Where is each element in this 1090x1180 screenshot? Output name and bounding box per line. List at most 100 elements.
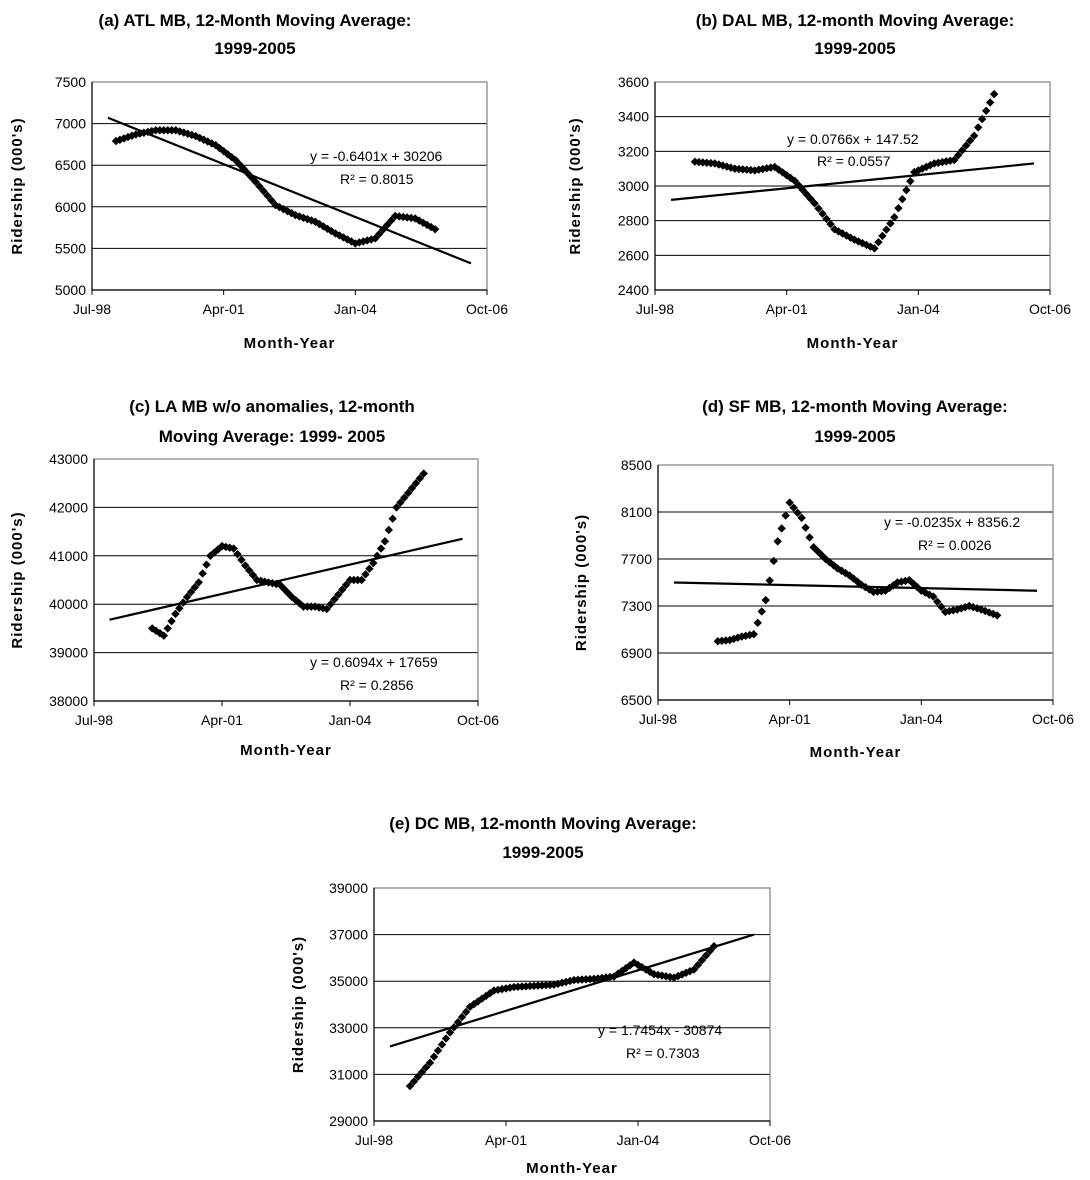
data-point [985,98,995,107]
x-axis-label: Month-Year [244,335,336,352]
data-point [388,514,397,523]
data-point [365,564,374,573]
x-tick-label: Jan-04 [897,301,940,317]
y-tick-label: 7500 [55,74,86,90]
data-point [950,155,959,165]
x-tick-label: Oct-06 [1032,711,1074,727]
y-axis-label: Ridership (000's) [573,514,590,651]
data-point [981,106,991,115]
data-point [334,590,343,599]
chart-panel-0: (a) ATL MB, 12-Month Moving Average: 1999… [9,11,508,352]
chart-title-line: (e) DC MB, 12-month Moving Average: [389,814,697,833]
trendline [673,581,1038,592]
x-tick-label: Oct-06 [466,301,508,317]
data-point [690,157,700,166]
data-point [485,989,495,998]
trend-equation: y = 1.7454x - 30874 [598,1022,722,1038]
data-point [433,1046,443,1055]
data-point [497,984,507,994]
y-tick-label: 37000 [329,927,368,943]
y-tick-label: 3000 [618,178,649,194]
data-point [400,493,409,502]
data-point [237,555,246,565]
data-point [411,479,421,488]
data-point [407,483,417,493]
y-axis-label: Ridership (000's) [9,117,26,254]
data-point [957,604,966,613]
data-point [773,537,782,546]
data-point [765,576,774,585]
data-point [421,1063,431,1072]
data-point [826,219,835,229]
data-point [890,213,899,222]
x-tick-label: Apr-01 [485,1132,527,1148]
x-tick-label: Jul-98 [75,712,113,728]
y-tick-label: 40000 [49,596,88,612]
data-point [976,605,986,614]
data-point [929,592,938,601]
data-point [754,165,763,174]
data-point [849,574,858,583]
y-tick-label: 5500 [55,240,86,256]
x-tick-label: Jan-04 [900,711,943,727]
data-point [182,592,192,602]
data-point [225,543,234,552]
data-point [263,191,272,201]
data-point [722,162,732,171]
chart-title-line: (c) LA MB w/o anomalies, 12-month [129,397,415,416]
x-tick-label: Jul-98 [355,1132,393,1148]
trendline [670,162,1035,201]
data-point [930,159,939,168]
data-point [489,986,499,995]
data-point [383,220,392,230]
x-tick-label: Oct-06 [457,712,499,728]
data-point [403,488,413,498]
data-point [882,225,891,234]
data-point [469,999,479,1009]
data-point [229,544,238,553]
data-point [361,570,370,579]
y-tick-label: 42000 [49,499,88,515]
data-point [737,632,746,641]
data-point [989,89,999,99]
data-point [417,1067,427,1077]
x-tick-label: Jan-04 [334,301,377,317]
data-point [255,182,264,191]
data-point [972,604,982,613]
data-point [817,550,826,560]
data-point [369,558,378,568]
y-tick-label: 7700 [621,551,652,567]
data-point [797,513,806,523]
data-point [937,602,946,611]
x-axis-label: Month-Year [807,335,899,352]
data-point [251,177,260,187]
data-point [429,1052,439,1061]
data-point [878,231,887,241]
data-point [256,576,265,586]
x-tick-label: Apr-01 [201,712,243,728]
y-tick-label: 33000 [329,1020,368,1036]
data-point [295,599,304,608]
data-point [396,498,405,507]
data-point [902,185,911,195]
data-point [933,597,942,606]
y-tick-label: 2600 [618,247,649,263]
x-tick-label: Jan-04 [329,712,372,728]
chart-title-line: (a) ATL MB, 12-Month Moving Average: [99,11,412,30]
y-axis-label: Ridership (000's) [567,117,584,254]
data-point [387,216,396,225]
data-point [734,164,743,174]
data-point [248,570,258,580]
y-tick-label: 31000 [329,1066,368,1082]
y-axis-label: Ridership (000's) [290,936,307,1073]
data-point [457,1012,467,1022]
x-tick-label: Apr-01 [766,301,808,317]
data-point [738,165,747,174]
y-tick-label: 3200 [618,143,649,159]
data-point [413,1072,423,1081]
data-point [789,503,798,512]
data-point [419,469,428,478]
data-point [914,166,923,175]
data-point [969,131,979,140]
y-tick-label: 8500 [621,457,652,473]
